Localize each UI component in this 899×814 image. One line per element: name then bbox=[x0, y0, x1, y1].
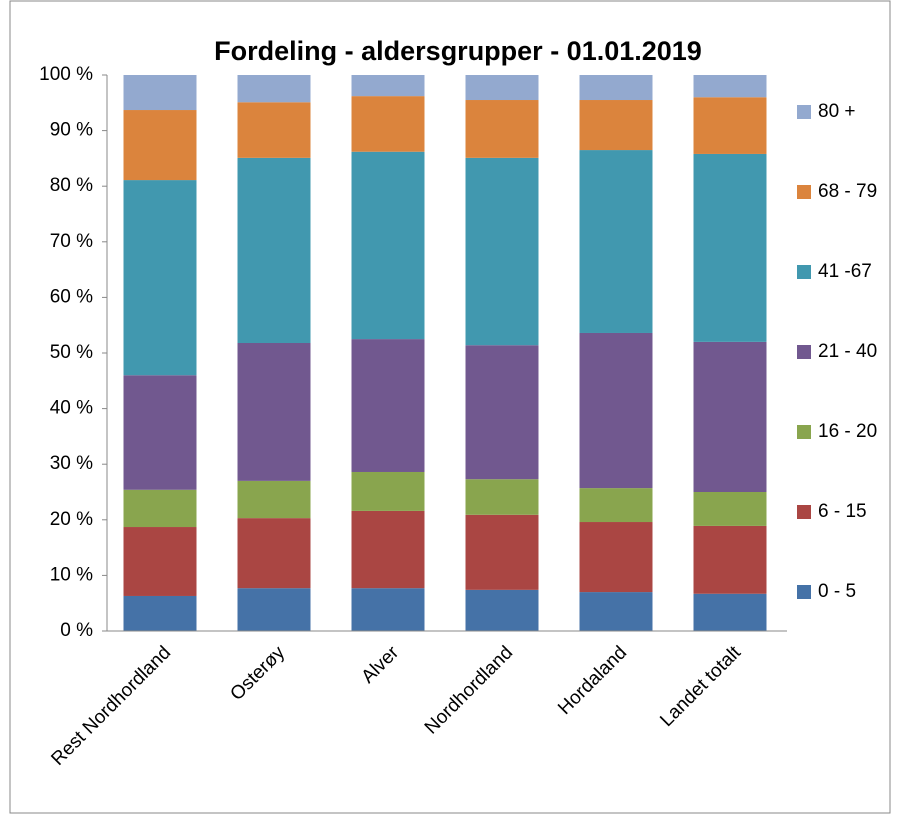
legend-label: 0 - 5 bbox=[818, 581, 856, 602]
bar-segment bbox=[465, 75, 539, 101]
legend-swatch bbox=[797, 345, 811, 359]
bar-segment bbox=[693, 153, 767, 342]
bar-segment bbox=[123, 75, 197, 111]
y-tick-label: 70 % bbox=[50, 231, 93, 252]
bar-segment bbox=[693, 525, 767, 594]
bar-segment bbox=[123, 180, 197, 376]
y-tick-label: 40 % bbox=[50, 398, 93, 419]
legend-label: 80 + bbox=[818, 101, 856, 122]
bar-segment bbox=[693, 341, 767, 492]
legend-swatch bbox=[797, 425, 811, 439]
legend-label: 68 - 79 bbox=[818, 181, 877, 202]
bar-segment bbox=[237, 102, 311, 158]
chart-title: Fordeling - aldersgrupper - 01.01.2019 bbox=[214, 36, 702, 66]
y-tick-label: 50 % bbox=[50, 342, 93, 363]
bar-segment bbox=[123, 595, 197, 631]
bar-segment bbox=[123, 527, 197, 596]
bar-segment bbox=[237, 342, 311, 481]
bar-segment bbox=[351, 75, 425, 97]
bar-segment bbox=[351, 151, 425, 340]
y-tick-label: 20 % bbox=[50, 509, 93, 530]
bar-segment bbox=[579, 522, 653, 593]
bar-segment bbox=[465, 345, 539, 480]
bar-segment bbox=[579, 488, 653, 523]
y-tick-label: 80 % bbox=[50, 175, 93, 196]
legend-label: 41 -67 bbox=[818, 261, 872, 282]
bar-segment bbox=[693, 97, 767, 154]
bar-segment bbox=[465, 157, 539, 346]
bar-segment bbox=[351, 471, 425, 511]
legend-label: 16 - 20 bbox=[818, 421, 877, 442]
bar-segment bbox=[693, 593, 767, 631]
bar-segment bbox=[579, 332, 653, 489]
y-tick-label: 30 % bbox=[50, 453, 93, 474]
bar-segment bbox=[465, 514, 539, 590]
bar-segment bbox=[693, 492, 767, 526]
bar-segment bbox=[579, 100, 653, 151]
bar-segment bbox=[237, 157, 311, 343]
bar-segment bbox=[123, 375, 197, 490]
bar-segment bbox=[351, 510, 425, 589]
bar-segment bbox=[351, 339, 425, 472]
y-tick-label: 60 % bbox=[50, 286, 93, 307]
bar-segment bbox=[579, 592, 653, 631]
legend-swatch bbox=[797, 265, 811, 279]
bar-segment bbox=[465, 589, 539, 631]
bar-segment bbox=[579, 75, 653, 101]
legend-label: 21 - 40 bbox=[818, 341, 877, 362]
bar-segment bbox=[123, 110, 197, 181]
bar-segment bbox=[693, 75, 767, 98]
legend-swatch bbox=[797, 585, 811, 599]
bar-segment bbox=[237, 588, 311, 631]
bar-segment bbox=[465, 100, 539, 158]
bar-segment bbox=[579, 150, 653, 333]
bar-segment bbox=[351, 96, 425, 152]
bar-segment bbox=[465, 479, 539, 515]
legend-label: 6 - 15 bbox=[818, 501, 867, 522]
bar-segment bbox=[237, 480, 311, 519]
legend-swatch bbox=[797, 185, 811, 199]
bar-segment bbox=[237, 75, 311, 103]
legend-swatch bbox=[797, 505, 811, 519]
legend-swatch bbox=[797, 105, 811, 119]
bar-segment bbox=[237, 518, 311, 589]
y-tick-label: 10 % bbox=[50, 564, 93, 585]
y-tick-label: 0 % bbox=[60, 620, 93, 641]
y-tick-label: 100 % bbox=[39, 64, 93, 85]
bar-segment bbox=[351, 588, 425, 631]
bar-segment bbox=[123, 489, 197, 528]
y-tick-label: 90 % bbox=[50, 120, 93, 141]
